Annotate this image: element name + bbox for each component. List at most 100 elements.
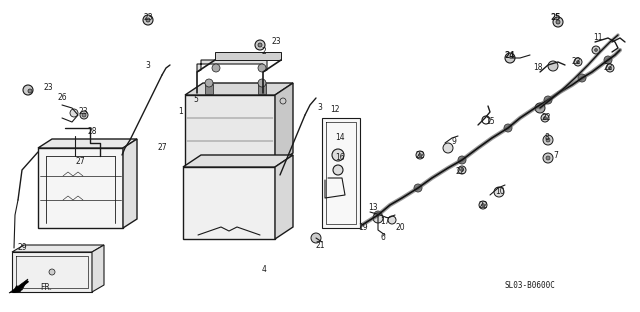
Circle shape: [548, 61, 558, 71]
Polygon shape: [12, 245, 104, 252]
Text: 23: 23: [78, 108, 88, 116]
Text: 22: 22: [478, 201, 488, 209]
Circle shape: [258, 79, 266, 87]
Text: 22: 22: [415, 150, 425, 159]
Text: 27: 27: [75, 158, 85, 167]
Polygon shape: [185, 83, 293, 95]
Text: 14: 14: [335, 134, 345, 143]
Text: 22: 22: [604, 64, 612, 72]
Text: 27: 27: [157, 144, 167, 153]
Polygon shape: [275, 155, 293, 239]
Circle shape: [604, 56, 612, 64]
Circle shape: [143, 15, 153, 25]
Circle shape: [578, 74, 586, 82]
Text: 19: 19: [358, 223, 368, 232]
Text: 21: 21: [316, 241, 324, 250]
Text: 15: 15: [485, 118, 495, 126]
Text: 26: 26: [57, 94, 67, 103]
Text: 23: 23: [43, 84, 53, 92]
Circle shape: [419, 154, 422, 157]
Text: FR.: FR.: [40, 284, 52, 293]
Circle shape: [458, 166, 466, 174]
Text: 7: 7: [554, 150, 559, 159]
Polygon shape: [197, 60, 267, 72]
Text: 22: 22: [541, 114, 551, 123]
Circle shape: [23, 85, 33, 95]
Text: 22: 22: [455, 168, 465, 177]
Polygon shape: [275, 83, 293, 165]
Text: 3: 3: [145, 61, 150, 70]
Polygon shape: [183, 167, 275, 239]
Circle shape: [414, 184, 422, 192]
Circle shape: [258, 43, 262, 47]
Circle shape: [481, 203, 484, 207]
Circle shape: [494, 187, 504, 197]
Polygon shape: [38, 139, 137, 148]
Circle shape: [543, 135, 553, 145]
Text: 6: 6: [381, 233, 385, 242]
Text: 29: 29: [17, 243, 27, 252]
Text: 5: 5: [193, 95, 198, 105]
Text: 23: 23: [271, 37, 281, 46]
Text: SL03-B0600C: SL03-B0600C: [504, 280, 556, 290]
Text: 24: 24: [505, 51, 515, 60]
Text: 16: 16: [335, 154, 345, 163]
Circle shape: [212, 64, 220, 72]
Text: 20: 20: [395, 223, 405, 232]
Polygon shape: [185, 95, 275, 165]
Circle shape: [553, 17, 563, 27]
Circle shape: [458, 156, 466, 164]
Circle shape: [543, 116, 547, 119]
Circle shape: [388, 216, 396, 224]
Text: 25: 25: [551, 13, 561, 22]
Polygon shape: [9, 279, 28, 293]
Polygon shape: [215, 52, 281, 60]
Circle shape: [332, 149, 344, 161]
Circle shape: [258, 64, 266, 72]
Circle shape: [546, 138, 550, 142]
Polygon shape: [38, 148, 123, 228]
Circle shape: [544, 96, 552, 104]
Text: 28: 28: [87, 128, 97, 137]
Circle shape: [543, 153, 553, 163]
Circle shape: [606, 64, 614, 72]
Text: 12: 12: [330, 105, 340, 115]
Text: 3: 3: [317, 104, 323, 113]
Polygon shape: [183, 155, 293, 167]
Polygon shape: [12, 252, 92, 292]
Text: 4: 4: [262, 266, 266, 275]
Text: 23: 23: [143, 13, 153, 22]
Circle shape: [374, 211, 382, 219]
Circle shape: [311, 233, 321, 243]
Circle shape: [482, 116, 490, 124]
Circle shape: [535, 103, 545, 113]
Circle shape: [82, 113, 86, 117]
Circle shape: [541, 114, 549, 122]
Polygon shape: [322, 118, 360, 228]
Text: 2: 2: [262, 47, 266, 56]
Circle shape: [609, 66, 611, 70]
Circle shape: [504, 124, 512, 132]
Circle shape: [49, 269, 55, 275]
Text: 18: 18: [533, 64, 543, 72]
Circle shape: [416, 151, 424, 159]
Circle shape: [70, 109, 78, 117]
Text: 11: 11: [593, 33, 603, 42]
Circle shape: [577, 61, 579, 64]
Text: 8: 8: [545, 134, 549, 143]
Circle shape: [333, 165, 343, 175]
Circle shape: [28, 89, 32, 93]
Polygon shape: [123, 139, 137, 228]
Circle shape: [80, 111, 88, 119]
Text: 17: 17: [380, 217, 390, 227]
Text: 13: 13: [368, 203, 378, 212]
Polygon shape: [258, 84, 266, 94]
Circle shape: [505, 53, 515, 63]
Circle shape: [574, 58, 582, 66]
Text: 1: 1: [179, 108, 184, 116]
Circle shape: [373, 213, 383, 223]
Text: 22: 22: [572, 57, 580, 66]
Circle shape: [595, 48, 598, 51]
Circle shape: [479, 201, 487, 209]
Circle shape: [280, 98, 286, 104]
